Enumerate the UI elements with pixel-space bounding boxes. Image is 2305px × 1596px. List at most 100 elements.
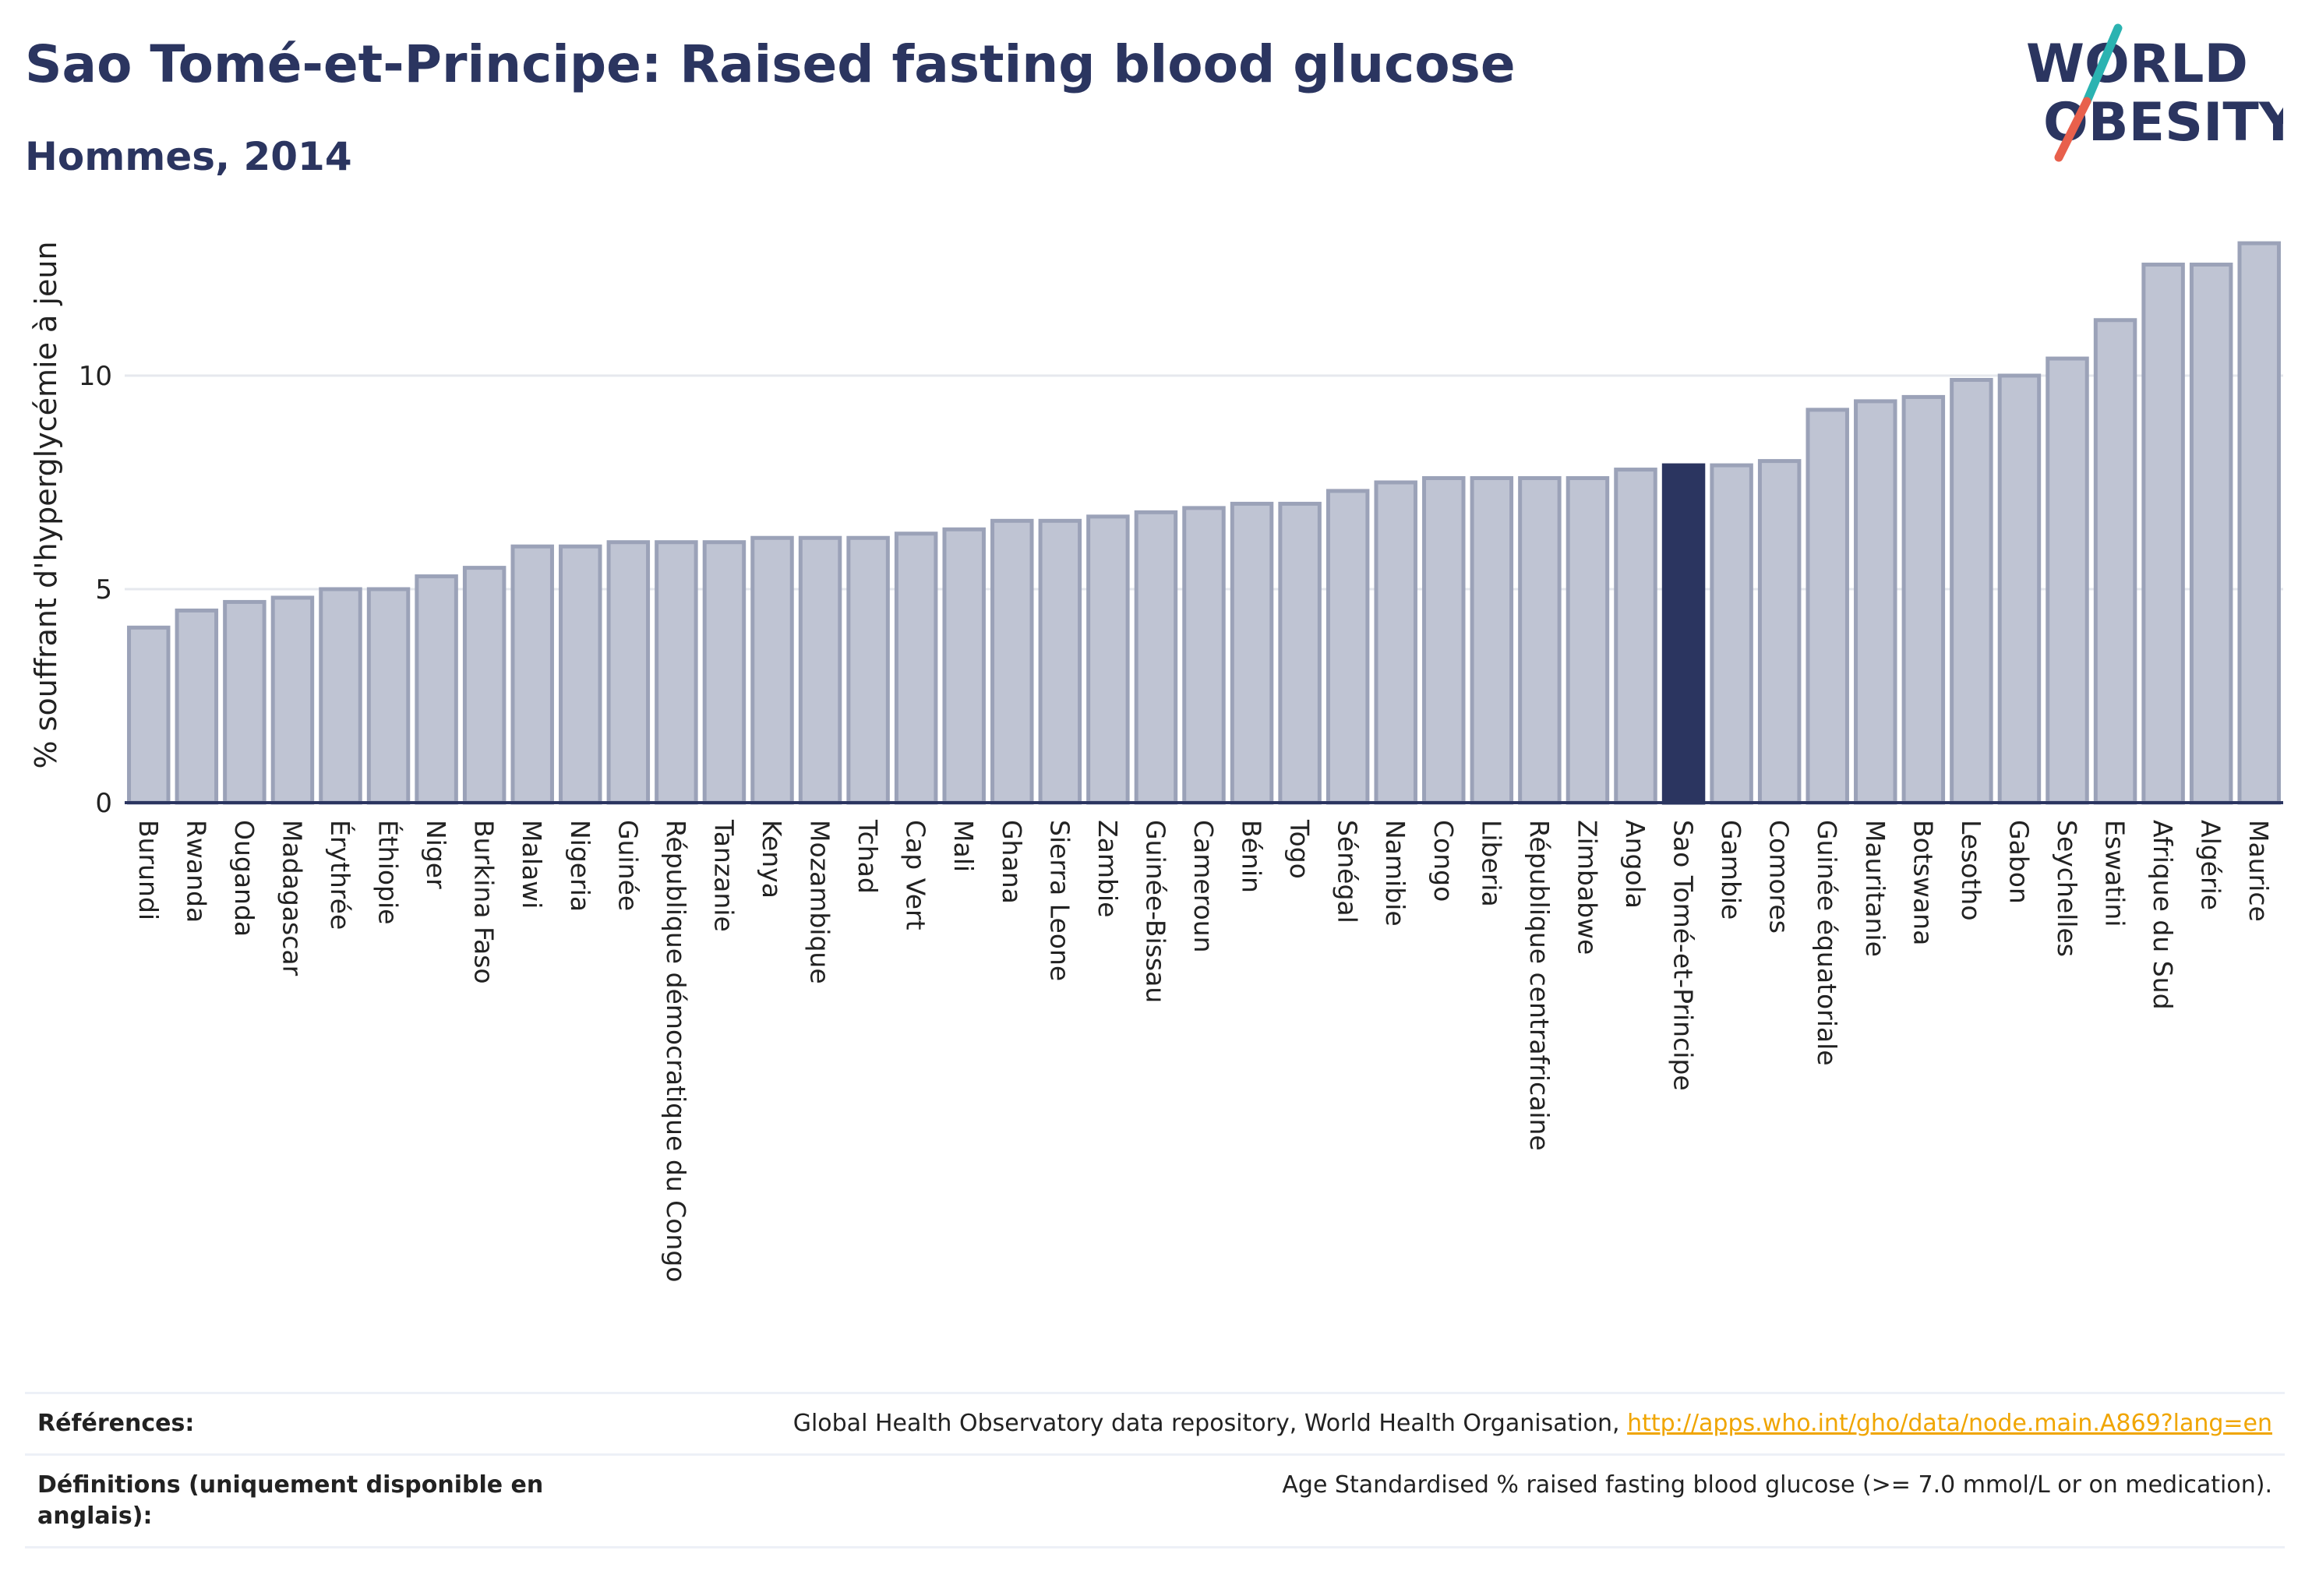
bar-Rwanda[interactable] xyxy=(175,608,219,805)
bar-Gambie[interactable] xyxy=(1710,463,1753,805)
bar-Gabon[interactable] xyxy=(1997,373,2042,805)
bar-Botswana[interactable] xyxy=(1901,394,1946,805)
references-label: Références: xyxy=(37,1410,195,1437)
bar-Seychelles[interactable] xyxy=(2046,356,2089,805)
x-tick-label: Ghana xyxy=(997,820,1027,904)
bar-Sierra Leone[interactable] xyxy=(1038,518,1082,805)
bar-Kenya[interactable] xyxy=(750,535,794,805)
references-link[interactable]: http://apps.who.int/gho/data/node.main.A… xyxy=(1627,1410,2272,1437)
bar-Sao Tomé-et-Principe[interactable] xyxy=(1661,463,1706,805)
bar-chart: 0 5 10 Burundi Rwanda Ouganda Madagascar Érythr… xyxy=(29,241,2283,1282)
bar-Namibie[interactable] xyxy=(1374,480,1417,805)
x-tick-label: Lesotho xyxy=(1956,820,1986,921)
x-tick-label: Nigeria xyxy=(565,820,595,912)
bar-Éthiopie[interactable] xyxy=(366,587,411,805)
bar-Burkina Faso[interactable] xyxy=(462,566,507,805)
bar-République centrafricaine[interactable] xyxy=(1518,476,1562,805)
bar-Tanzanie[interactable] xyxy=(702,540,747,805)
x-tick-label: Angola xyxy=(1620,820,1650,909)
x-tick-label: République démocratique du Congo xyxy=(661,820,691,1282)
x-tick-label: Namibie xyxy=(1380,820,1410,927)
x-tick-label: Mozambique xyxy=(805,820,835,984)
bar-Bénin[interactable] xyxy=(1230,501,1274,805)
definitions-text: Age Standardised % raised fasting blood … xyxy=(1282,1471,2272,1499)
y-tick-label: 5 xyxy=(95,574,112,606)
bar-Madagascar[interactable] xyxy=(270,595,315,805)
x-tick-label: Madagascar xyxy=(277,820,307,976)
bar-Togo[interactable] xyxy=(1278,501,1322,805)
x-tick-label: Cap Vert xyxy=(901,820,931,930)
bar-Burundi[interactable] xyxy=(127,625,171,805)
x-tick-label: Rwanda xyxy=(181,820,211,923)
bar-Cap Vert[interactable] xyxy=(894,531,938,805)
bar-Guinée-Bissau[interactable] xyxy=(1134,510,1178,805)
x-tick-label: Cameroun xyxy=(1188,820,1219,953)
x-tick-label: Kenya xyxy=(757,820,787,899)
x-tick-label: Malawi xyxy=(517,820,547,909)
x-tick-label: Guinée équatoriale xyxy=(1812,820,1842,1066)
bar-Sénégal[interactable] xyxy=(1325,489,1370,805)
x-tick-label: Sao Tomé-et-Principe xyxy=(1668,820,1699,1091)
bar-Malawi[interactable] xyxy=(510,544,554,805)
x-tick-label: Tchad xyxy=(852,819,883,894)
bar-Lesotho[interactable] xyxy=(1950,377,1993,805)
chart-subtitle: Hommes, 2014 xyxy=(25,134,352,179)
x-tick-label: Tanzanie xyxy=(708,819,739,932)
x-tick-label: Mali xyxy=(948,820,979,872)
bar-Zimbabwe[interactable] xyxy=(1565,476,1610,805)
bar-Liberia[interactable] xyxy=(1470,476,1514,805)
x-tick-label: Togo xyxy=(1284,819,1315,879)
bar-Érythrée[interactable] xyxy=(319,587,362,805)
bar-Ghana[interactable] xyxy=(990,518,1034,805)
bar-Guinée équatoriale[interactable] xyxy=(1806,408,1849,805)
x-tick-label: Ouganda xyxy=(229,820,259,937)
axes: 0 5 10 Burundi Rwanda Ouganda Madagascar Érythr… xyxy=(79,361,2283,1282)
bar-Niger[interactable] xyxy=(415,574,458,805)
bar-Congo[interactable] xyxy=(1422,476,1466,805)
references-row: Références: Global Health Observatory da… xyxy=(25,1392,2285,1453)
bar-Zambie[interactable] xyxy=(1086,514,1130,805)
x-tick-label: Sénégal xyxy=(1333,820,1363,923)
x-tick-label: Gambie xyxy=(1716,820,1746,920)
x-tick-label: Algérie xyxy=(2196,820,2226,910)
references-value: Global Health Observatory data repositor… xyxy=(781,1394,2285,1453)
x-tick-label: Zimbabwe xyxy=(1572,820,1602,955)
definitions-label: Définitions (uniquement disponible en an… xyxy=(37,1471,544,1530)
footer-table: Références: Global Health Observatory da… xyxy=(25,1392,2285,1548)
x-tick-label: Bénin xyxy=(1237,820,1267,893)
x-tick-label: Maurice xyxy=(2243,820,2274,922)
definitions-row: Définitions (uniquement disponible en an… xyxy=(25,1453,2285,1548)
bar-Ouganda[interactable] xyxy=(223,599,267,805)
x-tick-label: Afrique du Sud xyxy=(2148,820,2178,1010)
bar-Maurice[interactable] xyxy=(2237,241,2281,805)
bar-Guinée[interactable] xyxy=(606,540,651,805)
bar-Mauritanie[interactable] xyxy=(1854,399,1897,805)
x-tick-label: Érythrée xyxy=(325,820,356,930)
bar-Afrique du Sud[interactable] xyxy=(2141,263,2185,805)
bars xyxy=(127,241,2281,805)
x-tick-label: Mauritanie xyxy=(1860,820,1890,957)
x-tick-label: République centrafricaine xyxy=(1524,820,1555,1151)
x-tick-label: Niger xyxy=(421,820,451,889)
x-tick-label: Sierra Leone xyxy=(1044,820,1075,981)
x-tick-label: Burkina Faso xyxy=(469,820,499,984)
bar-Mali[interactable] xyxy=(942,527,986,805)
bar-Cameroun[interactable] xyxy=(1182,506,1226,805)
y-axis-title: % souffrant d'hyperglycémie à jeun xyxy=(29,241,63,768)
world-obesity-logo[interactable]: WORLD OBESITY xyxy=(2018,23,2283,164)
bar-Algérie[interactable] xyxy=(2189,263,2233,805)
x-tick-label: Liberia xyxy=(1476,820,1506,907)
bar-Tchad[interactable] xyxy=(846,535,890,805)
bar-Eswatini[interactable] xyxy=(2093,318,2137,805)
logo-slash-coral xyxy=(2054,97,2091,162)
y-tick-label: 10 xyxy=(79,361,112,392)
bar-Nigeria[interactable] xyxy=(559,544,602,805)
x-tick-label: Seychelles xyxy=(2052,820,2082,957)
bar-République démocratique du Congo[interactable] xyxy=(655,540,698,805)
bar-Comores[interactable] xyxy=(1757,459,1802,805)
x-tick-label: Guinée-Bissau xyxy=(1140,820,1170,1003)
x-tick-label: Zambie xyxy=(1092,820,1123,917)
bar-Angola[interactable] xyxy=(1614,468,1657,805)
x-tick-label: Comores xyxy=(1764,820,1795,934)
bar-Mozambique[interactable] xyxy=(798,535,842,805)
